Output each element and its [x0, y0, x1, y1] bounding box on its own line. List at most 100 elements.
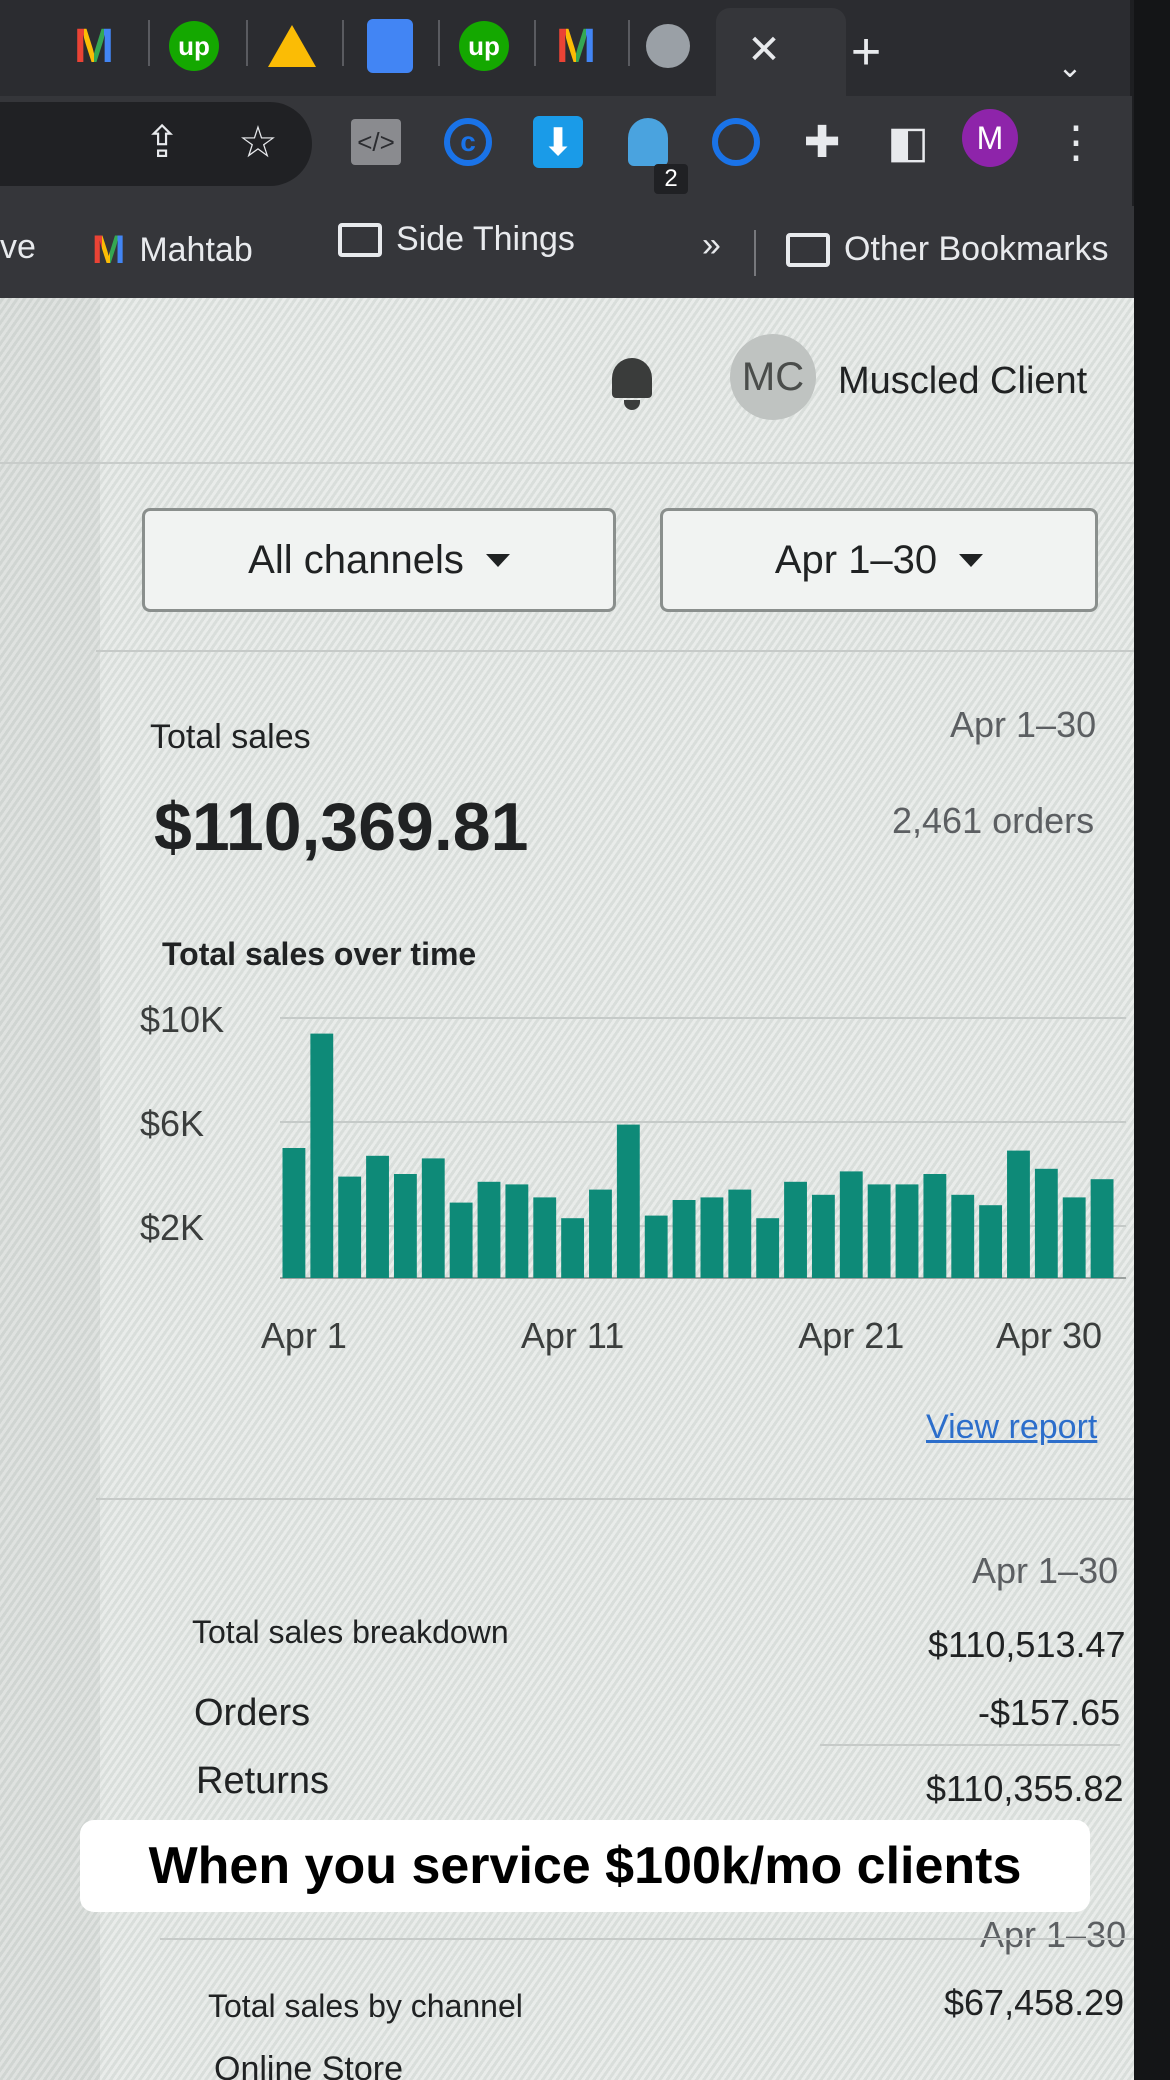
by-channel-title: Total sales by channel	[208, 1988, 523, 2024]
chevron-down-icon	[485, 553, 510, 567]
code-extension-icon[interactable]: </>	[348, 114, 404, 170]
breakdown-returns-value: -$157.65	[978, 1692, 1121, 1733]
c-extension-icon[interactable]: c	[440, 114, 496, 170]
chart-bar	[1034, 1168, 1058, 1278]
chart-bar	[784, 1181, 807, 1278]
screen-bezel	[1134, 0, 1170, 2080]
ring-extension-icon[interactable]	[708, 114, 764, 170]
chart-bar	[477, 1181, 501, 1278]
chart-bar	[756, 1218, 780, 1278]
total-sales-title: Total sales	[150, 718, 311, 756]
chart-bar	[700, 1197, 724, 1278]
chart-bar	[505, 1184, 529, 1278]
chart-y-tick-label: $6K	[140, 1103, 204, 1144]
menu-kebab-icon[interactable]: ⋮	[1054, 117, 1098, 167]
google-drive-tab-icon[interactable]	[264, 18, 320, 74]
tab-strip: M up up M ✕ + ⌄	[0, 0, 1130, 100]
bookmark-other-bookmarks[interactable]: Other Bookmarks	[786, 230, 1109, 269]
gmail-icon: M	[92, 228, 126, 272]
chart-bar	[728, 1189, 752, 1278]
gmail-tab-icon[interactable]: M	[74, 19, 114, 73]
user-name[interactable]: Muscled Client	[838, 360, 1088, 402]
chart-bar	[811, 1194, 835, 1278]
tab-separator	[534, 20, 536, 66]
gmail-tab-icon[interactable]: M	[556, 19, 596, 73]
chart-bar	[1090, 1179, 1114, 1278]
chart-bar	[644, 1215, 668, 1278]
folder-icon	[338, 222, 382, 257]
chart-x-tick-label: Apr 21	[798, 1315, 904, 1356]
row-divider	[820, 1744, 1120, 1746]
address-bar[interactable]	[0, 102, 312, 186]
by-channel-first-row: Online Store	[214, 2050, 403, 2080]
sales-over-time-chart: $2K $6K $10K Apr 1 Apr 11 Apr 21 Apr 30	[140, 998, 1130, 1378]
chart-x-tick-label: Apr 30	[996, 1315, 1102, 1356]
chart-bar	[421, 1158, 445, 1278]
download-extension-icon[interactable]: ⬇	[530, 114, 586, 170]
chart-bar	[867, 1184, 891, 1278]
tab-separator	[246, 20, 248, 66]
bookmark-side-things[interactable]: Side Things	[338, 220, 575, 259]
breakdown-orders-value: $110,513.47	[928, 1624, 1126, 1665]
new-tab-button[interactable]: +	[850, 23, 882, 81]
chart-x-tick-label: Apr 11	[521, 1315, 624, 1356]
chevron-down-icon	[959, 553, 984, 567]
ghostery-extension-icon[interactable]	[620, 114, 676, 170]
side-panel-icon[interactable]: ◧	[887, 117, 929, 167]
notifications-bell-icon[interactable]	[610, 354, 654, 410]
browser-toolbar: ⇪ ☆ </> c ⬇ 2 ✚ ◧ M ⋮	[0, 96, 1132, 216]
chart-bar	[338, 1176, 362, 1278]
chart-y-tick-label: $10K	[140, 999, 224, 1040]
globe-tab-icon[interactable]	[640, 18, 696, 74]
bookmark-partial[interactable]: ve	[0, 228, 36, 266]
sidebar-edge	[0, 298, 100, 2080]
chart-bar	[979, 1205, 1003, 1278]
tab-separator	[148, 20, 150, 66]
chart-bar	[366, 1155, 389, 1278]
chart-bar	[672, 1200, 696, 1278]
breakdown-orders-label: Orders	[194, 1692, 311, 1734]
chart-bar	[1007, 1150, 1030, 1278]
chart-bar	[923, 1174, 947, 1278]
view-report-link[interactable]: View report	[926, 1408, 1098, 1446]
chart-bar	[895, 1184, 919, 1278]
extension-badge: 2	[654, 164, 688, 194]
upwork-tab-icon[interactable]: up	[166, 18, 222, 74]
tab-separator	[628, 20, 630, 66]
section-divider	[96, 1498, 1134, 1500]
bookmark-star-icon[interactable]: ☆	[238, 117, 278, 167]
bookmarks-separator	[754, 230, 756, 276]
google-docs-tab-icon[interactable]	[362, 18, 418, 74]
chart-bar	[616, 1124, 640, 1278]
breakdown-range: Apr 1–30	[972, 1550, 1119, 1591]
chart-bar	[589, 1189, 612, 1278]
extensions-puzzle-icon[interactable]: ✚	[803, 117, 841, 167]
bookmarks-bar: ve M Mahtab Side Things » Other Bookmark…	[0, 206, 1134, 298]
chart-bar	[282, 1148, 306, 1278]
chart-y-tick-label: $2K	[140, 1207, 204, 1248]
tab-search-chevron-icon[interactable]: ⌄	[1057, 51, 1083, 84]
breakdown-title: Total sales breakdown	[192, 1614, 509, 1650]
chart-bar	[951, 1194, 975, 1278]
profile-avatar[interactable]: M	[962, 109, 1018, 167]
tab-separator	[342, 20, 344, 66]
chart-bar	[310, 1033, 334, 1278]
user-avatar[interactable]: MC	[730, 334, 816, 420]
bookmarks-overflow-button[interactable]: »	[702, 226, 721, 264]
upwork-tab-icon[interactable]: up	[456, 18, 512, 74]
close-tab-icon[interactable]: ✕	[747, 28, 781, 72]
channel-filter-dropdown[interactable]: All channels	[142, 508, 616, 612]
bookmark-mahtab[interactable]: M Mahtab	[92, 228, 253, 272]
by-channel-value: $67,458.29	[944, 1982, 1125, 2023]
chart-bar	[1062, 1197, 1086, 1278]
chart-x-tick-label: Apr 1	[261, 1315, 347, 1356]
page-content: MC Muscled Client All channels Apr 1–30 …	[0, 298, 1134, 2080]
chart-title: Total sales over time	[162, 936, 477, 972]
date-range-dropdown[interactable]: Apr 1–30	[660, 508, 1098, 612]
active-tab[interactable]	[716, 8, 846, 100]
total-sales-value: $110,369.81	[154, 789, 529, 865]
share-icon[interactable]: ⇪	[143, 117, 181, 167]
breakdown-net-value: $110,355.82	[926, 1768, 1124, 1809]
chart-bar	[533, 1197, 557, 1278]
breakdown-returns-label: Returns	[196, 1760, 330, 1802]
